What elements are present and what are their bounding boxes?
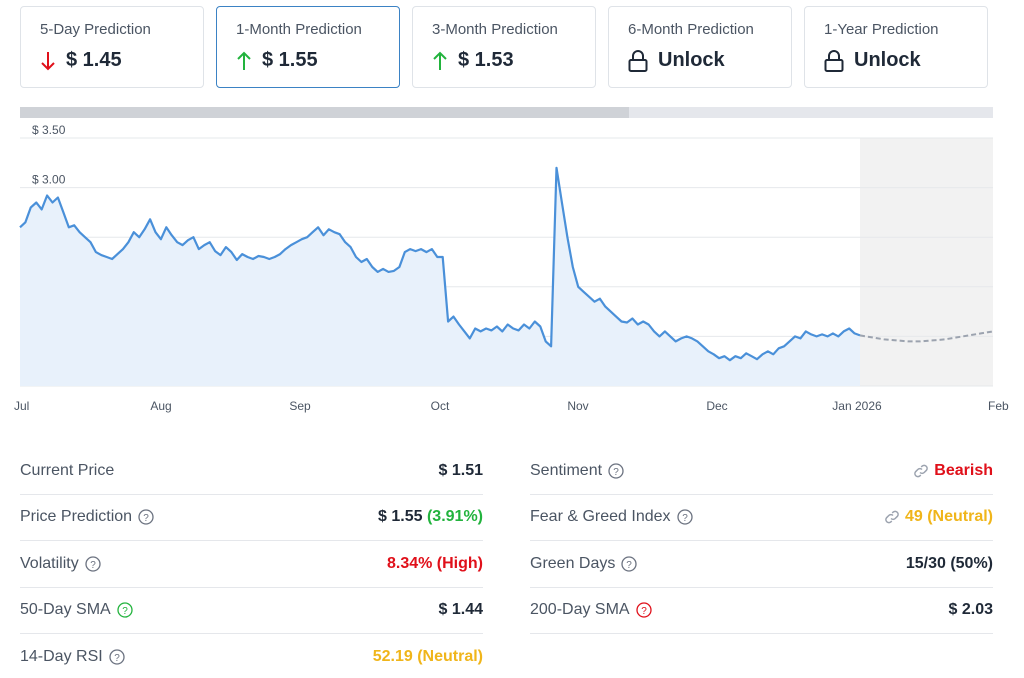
stat-value: 49 (Neutral) — [904, 508, 993, 526]
question-circle-green-icon[interactable]: ? — [117, 602, 133, 618]
stat-label: Volatility — [20, 554, 79, 572]
x-tick-label: Nov — [567, 399, 588, 413]
stat-value: $ 1.51 — [438, 461, 483, 479]
stat-label: Fear & Greed Index — [530, 508, 671, 526]
stat-row-sentiment: Sentiment ? Bearish — [530, 448, 993, 495]
price-chart: $ 3.50$ 3.00$ 2.50$ 2.00$ 1.50$ 1.00JulA… — [0, 118, 1024, 418]
svg-text:?: ? — [682, 513, 688, 524]
lock-icon — [628, 49, 648, 72]
stat-value: 8.34% (High) — [386, 554, 483, 572]
card-value: Unlock — [854, 49, 921, 71]
stat-label: Current Price — [20, 461, 115, 479]
card-value: $ 1.55 — [262, 49, 318, 71]
link-icon — [913, 463, 929, 479]
chart-scroll-thumb[interactable] — [20, 107, 629, 118]
forecast-line — [859, 330, 994, 343]
card-title: 1-Year Prediction — [824, 21, 939, 38]
stat-value: 15/30 (50%) — [905, 554, 993, 572]
stat-value: $ 1.44 — [438, 601, 483, 619]
x-tick-label: Jul — [14, 399, 29, 413]
stat-row-current-price: Current Price $ 1.51 — [20, 448, 483, 495]
stat-row-price-prediction: Price Prediction ? $ 1.55 (3.91%) — [20, 495, 483, 541]
price-area — [20, 167, 860, 386]
stat-row-14-day-rsi: 14-Day RSI ? 52.19 (Neutral) — [20, 634, 483, 678]
card-title: 3-Month Prediction — [432, 21, 558, 38]
price-chart-svg: $ 3.50$ 3.00$ 2.50$ 2.00$ 1.50$ 1.00JulA… — [14, 123, 1009, 413]
x-tick-label: Dec — [706, 399, 727, 413]
arrow-up-icon — [433, 51, 447, 70]
question-circle-icon[interactable]: ? — [109, 649, 125, 665]
question-circle-icon[interactable]: ? — [676, 509, 693, 525]
card-3-month-prediction[interactable]: 3-Month Prediction $ 1.53 — [412, 6, 596, 88]
card-5-day-prediction[interactable]: 5-Day Prediction $ 1.45 — [20, 6, 204, 88]
question-circle-icon[interactable]: ? — [85, 556, 101, 572]
x-tick-label: Jan 2026 — [832, 399, 882, 413]
lock-icon — [824, 49, 844, 72]
stat-label: 50-Day SMA — [20, 601, 111, 619]
price-line — [19, 166, 861, 362]
stat-row-fear-greed-index: Fear & Greed Index ? 49 (Neutral) — [530, 495, 993, 541]
card-title: 5-Day Prediction — [40, 21, 151, 38]
stat-label: 200-Day SMA — [530, 601, 630, 619]
y-tick-label: $ 3.50 — [32, 123, 66, 137]
stats-right-column: Sentiment ? Bearish Fear & Greed Index ? — [530, 448, 993, 634]
x-tick-label: Oct — [431, 399, 450, 413]
stat-value: $ 1.55 — [378, 508, 423, 526]
x-tick-label: Aug — [150, 399, 171, 413]
arrow-down-icon — [41, 51, 55, 70]
stat-row-green-days: Green Days ? 15/30 (50%) — [530, 541, 993, 588]
stat-value: 52.19 (Neutral) — [372, 648, 483, 666]
card-value: Unlock — [658, 49, 725, 71]
question-circle-icon[interactable]: ? — [608, 463, 624, 479]
svg-text:?: ? — [143, 513, 149, 524]
chart-scrollbar[interactable] — [20, 107, 993, 118]
link-icon — [884, 509, 900, 525]
card-1-month-prediction[interactable]: 1-Month Prediction $ 1.55 — [216, 6, 400, 88]
card-title: 6-Month Prediction — [628, 21, 754, 38]
card-title: 1-Month Prediction — [236, 21, 362, 38]
forecast-region — [860, 138, 993, 386]
svg-text:?: ? — [90, 560, 96, 571]
prediction-cards: 5-Day Prediction $ 1.45 1-Month Predicti… — [20, 6, 988, 90]
arrow-up-icon — [237, 51, 251, 70]
stats-left-column: Current Price $ 1.51 Price Prediction ? … — [20, 448, 483, 678]
svg-text:?: ? — [613, 467, 619, 478]
stat-row-200-day-sma: 200-Day SMA ? $ 2.03 — [530, 588, 993, 634]
svg-text:?: ? — [114, 653, 120, 664]
question-circle-icon[interactable]: ? — [138, 509, 154, 525]
stat-row-volatility: Volatility ? 8.34% (High) — [20, 541, 483, 588]
card-value: $ 1.53 — [458, 49, 514, 71]
x-tick-label: Feb — [988, 399, 1009, 413]
y-tick-label: $ 3.00 — [32, 173, 66, 187]
question-circle-red-icon[interactable]: ? — [635, 602, 652, 618]
stat-label: Green Days — [530, 554, 616, 572]
x-tick-label: Sep — [289, 399, 311, 413]
svg-text:?: ? — [627, 560, 633, 571]
stat-label: Price Prediction — [20, 508, 133, 526]
stat-value-change: (3.91%) — [426, 508, 483, 526]
card-1-year-prediction[interactable]: 1-Year Prediction Unlock — [804, 6, 988, 88]
stat-label: 14-Day RSI — [20, 648, 103, 666]
svg-text:?: ? — [122, 606, 128, 617]
card-value: $ 1.45 — [66, 49, 122, 71]
svg-text:?: ? — [641, 606, 647, 617]
stat-value: Bearish — [934, 461, 993, 479]
stat-row-50-day-sma: 50-Day SMA ? $ 1.44 — [20, 588, 483, 634]
card-6-month-prediction[interactable]: 6-Month Prediction Unlock — [608, 6, 792, 88]
question-circle-icon[interactable]: ? — [621, 556, 638, 572]
stat-label: Sentiment — [530, 461, 603, 479]
stat-value: $ 2.03 — [948, 601, 993, 619]
